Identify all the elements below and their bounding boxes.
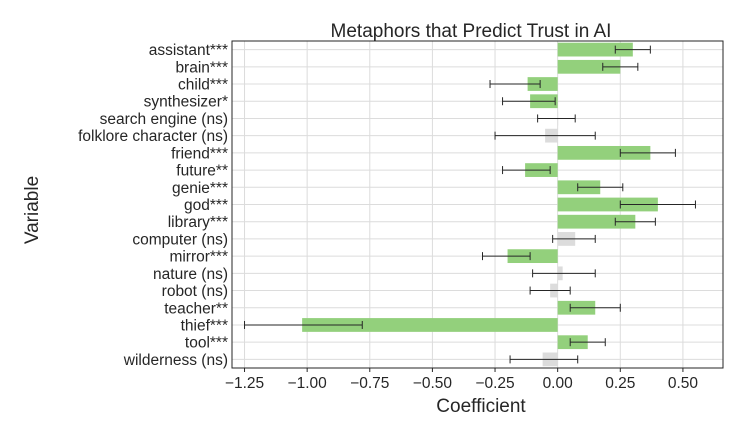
category-label: search engine (ns)	[100, 111, 228, 128]
category-label: nature (ns)	[153, 266, 228, 283]
error-bars-layer	[244, 45, 696, 364]
category-label: assistant***	[149, 42, 228, 59]
category-label: tool***	[185, 335, 228, 352]
category-label: future**	[176, 163, 228, 180]
bar	[527, 77, 558, 91]
x-axis-title: Coefficient	[436, 396, 526, 417]
category-label: god***	[184, 197, 228, 214]
x-tick-label: −0.75	[350, 375, 389, 392]
category-label: brain***	[175, 59, 228, 76]
category-label: teacher**	[164, 300, 228, 317]
bar	[302, 318, 558, 332]
bar	[557, 59, 621, 74]
x-tick-label: −1.25	[225, 375, 264, 392]
category-label: thief***	[181, 317, 228, 334]
x-tick-label: 0.25	[605, 375, 635, 392]
category-label: library***	[168, 214, 228, 231]
x-tick-label: 0.00	[543, 375, 574, 392]
x-tick-label: −0.50	[413, 375, 453, 392]
x-tick-label: −0.25	[475, 375, 514, 392]
plot-frame	[231, 40, 724, 369]
bars-layer	[302, 42, 658, 367]
bar	[557, 42, 633, 57]
y-category-labels: assistant***brain***child***synthesizer*…	[78, 42, 228, 369]
category-label: wilderness (ns)	[123, 352, 228, 369]
chart-title: Metaphors that Predict Trust in AI	[331, 21, 612, 42]
category-label: mirror***	[169, 249, 228, 266]
category-label: computer (ns)	[132, 231, 228, 248]
category-label: synthesizer*	[144, 94, 228, 111]
category-label: genie***	[172, 180, 228, 197]
category-label: folklore character (ns)	[78, 128, 228, 145]
x-tick-label: −1.00	[288, 375, 328, 392]
bar	[557, 197, 658, 212]
bar	[557, 145, 651, 160]
x-tick-labels: −1.25 −1.00 −0.75 −0.50 −0.25 0.00 0.25 0.50	[225, 368, 698, 392]
category-label: robot (ns)	[162, 283, 228, 300]
category-label: friend***	[171, 145, 228, 162]
y-axis-title: Variable	[22, 176, 43, 244]
bar	[557, 214, 636, 229]
category-label: child***	[178, 77, 228, 94]
bar	[507, 249, 558, 264]
x-tick-label: 0.50	[668, 375, 699, 392]
